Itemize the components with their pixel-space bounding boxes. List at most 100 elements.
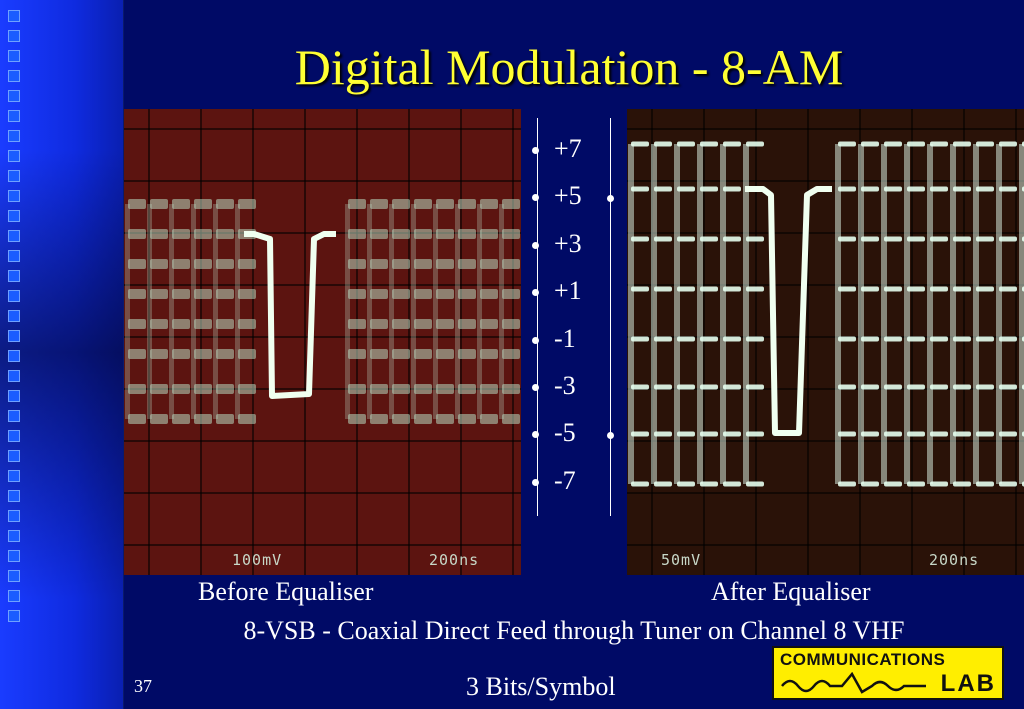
eye-level-segment	[194, 199, 212, 209]
eye-level-segment	[861, 336, 879, 342]
eye-level-segment	[172, 414, 190, 424]
strip-square	[8, 50, 20, 62]
eye-level-segment	[907, 481, 925, 487]
eye-level-segment	[631, 141, 649, 147]
sync-pulse	[745, 186, 832, 436]
eye-level-segment	[348, 199, 366, 209]
strip-square	[8, 490, 20, 502]
eye-level-segment	[194, 259, 212, 269]
level-dot	[532, 431, 539, 439]
slide-title: Digital Modulation - 8-AM	[294, 39, 844, 95]
strip-square	[8, 290, 20, 302]
bullet-column	[8, 10, 22, 700]
eye-level-segment	[348, 349, 366, 359]
eye-level-segment	[436, 349, 454, 359]
eye-transition	[499, 204, 504, 419]
eye-level-segment	[238, 384, 256, 394]
eye-level-segment	[654, 141, 672, 147]
eye-level-segment	[677, 236, 695, 242]
eye-level-segment	[976, 141, 994, 147]
strip-border	[123, 0, 124, 709]
eye-level-segment	[128, 289, 146, 299]
level-item: -7	[532, 466, 622, 506]
eye-level-segment	[838, 384, 856, 390]
eye-level-segment	[480, 384, 498, 394]
eye-level-segment	[953, 141, 971, 147]
eye-level-segment	[348, 319, 366, 329]
eye-level-segment	[654, 286, 672, 292]
eye-level-segment	[631, 286, 649, 292]
eye-level-segment	[436, 229, 454, 239]
eye-level-segment	[884, 384, 902, 390]
eye-level-segment	[392, 349, 410, 359]
strip-square	[8, 210, 20, 222]
eye-level-segment	[392, 414, 410, 424]
eye-level-segment	[370, 384, 388, 394]
communications-lab-logo: COMMUNICATIONS LAB	[772, 646, 1004, 700]
eye-level-segment	[976, 384, 994, 390]
eye-transition	[411, 204, 416, 419]
eye-level-segment	[953, 384, 971, 390]
level-axis-right	[610, 118, 611, 516]
eye-level-segment	[480, 349, 498, 359]
eye-level-segment	[172, 229, 190, 239]
eye-level-segment	[838, 336, 856, 342]
eye-level-segment	[238, 414, 256, 424]
eye-level-segment	[930, 384, 948, 390]
eye-transition	[367, 204, 372, 419]
eye-level-segment	[631, 384, 649, 390]
eye-level-segment	[370, 414, 388, 424]
eye-level-segment	[723, 236, 741, 242]
eye-level-segment	[502, 384, 520, 394]
eye-transition	[651, 144, 657, 484]
eye-level-segment	[700, 286, 718, 292]
eye-transition	[125, 204, 130, 419]
eye-level-segment	[700, 481, 718, 487]
eye-level-segment	[392, 384, 410, 394]
eye-level-segment	[976, 336, 994, 342]
eye-transition	[720, 144, 726, 484]
eye-transition	[628, 144, 634, 484]
eye-level-segment	[414, 384, 432, 394]
eye-level-segment	[907, 431, 925, 437]
strip-square	[8, 150, 20, 162]
eye-level-segment	[414, 289, 432, 299]
strip-shading	[0, 150, 124, 600]
eye-level-segment	[238, 349, 256, 359]
eye-level-segment	[348, 289, 366, 299]
logo-line1: COMMUNICATIONS	[780, 650, 946, 669]
level-value: -5	[554, 418, 576, 448]
eye-level-segment	[677, 141, 695, 147]
strip-square	[8, 450, 20, 462]
eye-level-segment	[128, 199, 146, 209]
left-decorative-strip	[0, 0, 124, 709]
eye-level-segment	[480, 259, 498, 269]
eye-level-segment	[216, 229, 234, 239]
eye-level-segment	[458, 349, 476, 359]
eye-transition	[235, 204, 240, 419]
eye-level-segment	[414, 414, 432, 424]
eye-level-segment	[999, 336, 1017, 342]
eye-level-segment	[392, 289, 410, 299]
eye-level-segment	[348, 259, 366, 269]
eye-level-segment	[838, 236, 856, 242]
eye-level-segment	[861, 236, 879, 242]
eye-transition	[169, 204, 174, 419]
eye-level-segment	[930, 336, 948, 342]
eye-level-segment	[414, 319, 432, 329]
eye-level-segment	[150, 384, 168, 394]
eye-transition	[345, 204, 350, 419]
eye-transition	[950, 144, 956, 484]
eye-level-segment	[392, 199, 410, 209]
eye-level-segment	[723, 431, 741, 437]
eye-level-segment	[392, 229, 410, 239]
eye-level-segment	[907, 384, 925, 390]
strip-square	[8, 30, 20, 42]
eye-level-segment	[194, 289, 212, 299]
level-item: +5	[532, 181, 622, 221]
eye-level-segment	[436, 414, 454, 424]
eye-level-segment	[861, 431, 879, 437]
eye-level-segment	[502, 289, 520, 299]
eye-level-segment	[458, 384, 476, 394]
eye-transition	[147, 204, 152, 419]
